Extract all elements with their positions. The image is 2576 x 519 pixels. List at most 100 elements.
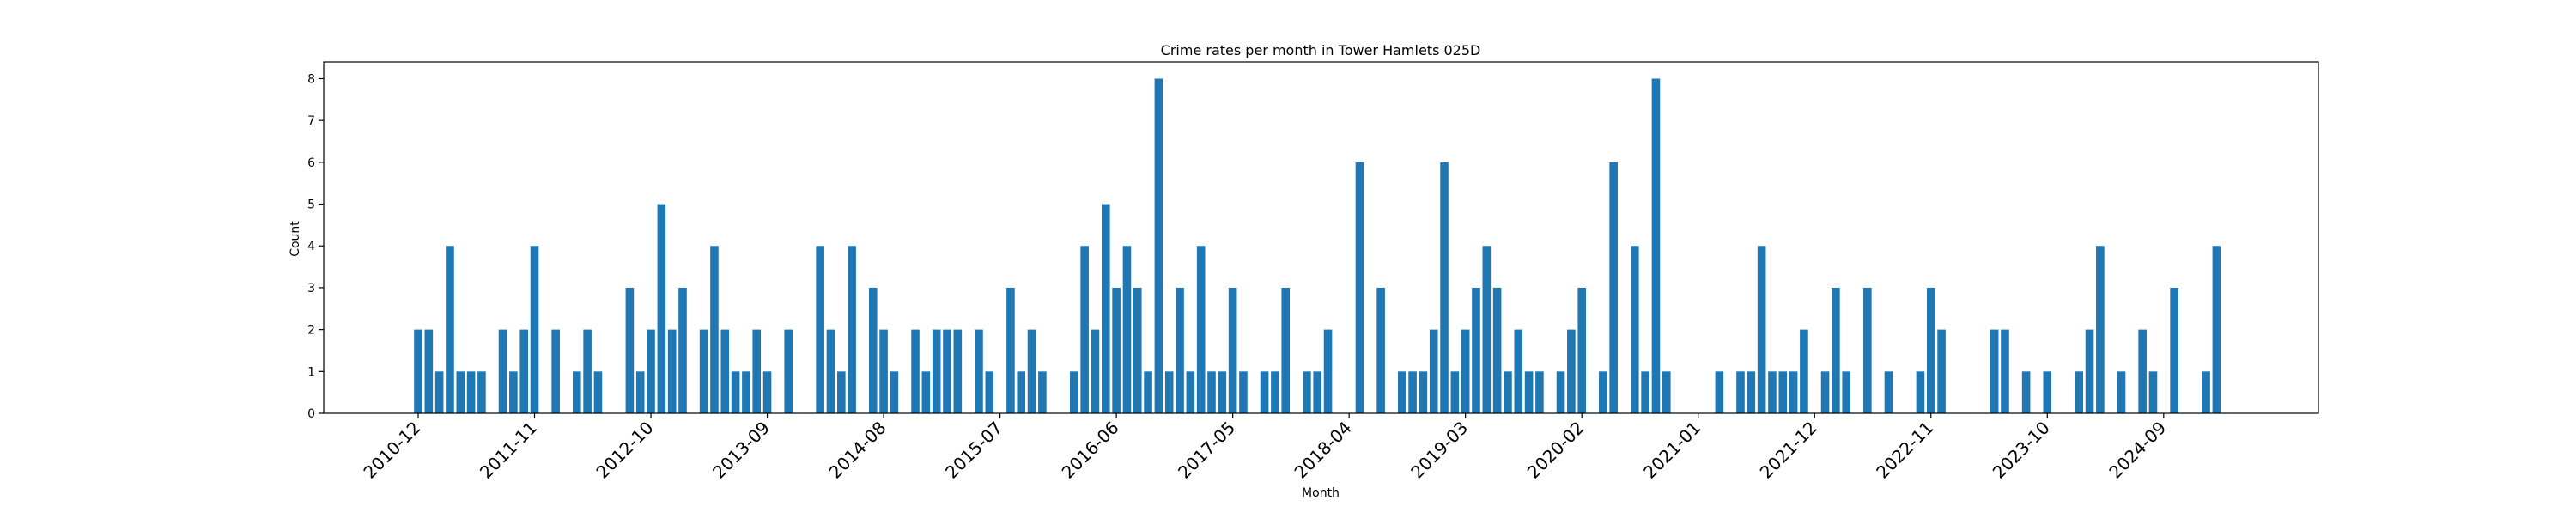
bar-2015-01 bbox=[932, 329, 941, 413]
bar-2020-09 bbox=[1651, 78, 1661, 413]
bar-2025-01 bbox=[2202, 371, 2210, 413]
bar-2022-10 bbox=[1916, 371, 1925, 413]
bar-2014-12 bbox=[921, 371, 931, 413]
bar-2017-02 bbox=[1196, 246, 1206, 413]
bar-2011-08 bbox=[498, 329, 507, 413]
bar-2019-07 bbox=[1504, 371, 1512, 413]
bar-2011-03 bbox=[446, 246, 454, 413]
bar-2020-04 bbox=[1599, 371, 1607, 413]
bar-2011-10 bbox=[519, 329, 528, 413]
bar-2014-07 bbox=[868, 287, 878, 413]
x-tick-label: 2010-12 bbox=[359, 418, 424, 483]
y-tick-label: 3 bbox=[307, 282, 315, 296]
bar-2013-07 bbox=[742, 371, 750, 413]
bar-2010-12 bbox=[414, 329, 422, 413]
bar-2019-08 bbox=[1514, 329, 1523, 413]
bar-2019-12 bbox=[1556, 371, 1565, 413]
bar-2017-04 bbox=[1218, 371, 1227, 413]
x-tick-label: 2015-07 bbox=[941, 418, 1006, 483]
bar-2019-01 bbox=[1440, 162, 1449, 414]
bar-2015-10 bbox=[1027, 329, 1036, 413]
bar-2023-05 bbox=[1990, 329, 1999, 413]
bar-2015-08 bbox=[1006, 287, 1015, 413]
y-tick-label: 4 bbox=[307, 240, 315, 253]
x-axis-label: Month bbox=[1302, 486, 1340, 500]
bar-2017-08 bbox=[1260, 371, 1269, 413]
bar-2021-08 bbox=[1768, 371, 1777, 413]
bar-2012-08 bbox=[625, 287, 635, 413]
bar-2015-09 bbox=[1017, 371, 1026, 413]
bar-2018-09 bbox=[1397, 371, 1406, 413]
bar-2013-09 bbox=[762, 371, 772, 413]
bar-2017-10 bbox=[1281, 287, 1291, 413]
bar-2014-11 bbox=[911, 329, 920, 413]
bar-2012-03 bbox=[573, 371, 581, 413]
bar-2011-06 bbox=[477, 371, 486, 413]
bar-2016-05 bbox=[1102, 204, 1110, 413]
bar-2021-07 bbox=[1757, 246, 1766, 413]
x-tick-label: 2011-11 bbox=[476, 418, 541, 483]
bar-2022-03 bbox=[1842, 371, 1850, 413]
bar-2019-03 bbox=[1461, 329, 1470, 413]
bar-2024-02 bbox=[2085, 329, 2094, 413]
y-tick-label: 1 bbox=[307, 365, 315, 379]
y-tick-label: 6 bbox=[307, 156, 315, 170]
bar-2020-02 bbox=[1577, 287, 1586, 413]
bar-2024-05 bbox=[2117, 371, 2126, 413]
x-tick-label: 2013-09 bbox=[708, 418, 774, 483]
bar-2018-02 bbox=[1323, 329, 1333, 413]
bar-2024-07 bbox=[2138, 329, 2147, 413]
bar-2018-05 bbox=[1355, 162, 1364, 414]
bar-2024-10 bbox=[2170, 287, 2178, 413]
x-tick-label: 2020-02 bbox=[1523, 418, 1589, 483]
bar-2024-08 bbox=[2148, 371, 2158, 413]
y-tick-label: 5 bbox=[307, 198, 315, 212]
x-tick-label: 2024-09 bbox=[2105, 418, 2170, 483]
bar-2021-06 bbox=[1747, 371, 1756, 413]
bar-2023-06 bbox=[2001, 329, 2009, 413]
bar-2013-11 bbox=[784, 329, 793, 413]
bar-2019-10 bbox=[1535, 371, 1544, 413]
bar-2022-11 bbox=[1926, 287, 1935, 413]
bar-2013-03 bbox=[699, 329, 708, 413]
bar-2018-07 bbox=[1376, 287, 1385, 413]
bar-2012-12 bbox=[667, 329, 677, 413]
x-tick-label: 2019-03 bbox=[1406, 418, 1472, 483]
bar-2015-03 bbox=[953, 329, 963, 413]
bar-2016-04 bbox=[1091, 329, 1100, 413]
bar-2019-04 bbox=[1472, 287, 1480, 413]
bar-2023-10 bbox=[2043, 371, 2052, 413]
bar-2014-03 bbox=[826, 329, 835, 413]
bar-2020-08 bbox=[1641, 371, 1649, 413]
bar-2012-10 bbox=[647, 329, 655, 413]
bar-2016-02 bbox=[1070, 371, 1078, 413]
bar-2014-09 bbox=[890, 371, 899, 413]
x-tick-label: 2018-04 bbox=[1291, 418, 1356, 483]
x-tick-label: 2016-06 bbox=[1058, 418, 1123, 483]
bar-2015-05 bbox=[975, 329, 983, 413]
bar-2020-01 bbox=[1567, 329, 1576, 413]
bar-2016-12 bbox=[1176, 287, 1184, 413]
bar-2011-09 bbox=[509, 371, 518, 413]
y-tick-label: 2 bbox=[307, 324, 315, 338]
bar-2021-03 bbox=[1715, 371, 1724, 413]
bar-2019-02 bbox=[1450, 371, 1460, 413]
bar-2018-01 bbox=[1313, 371, 1321, 413]
bar-2022-12 bbox=[1937, 329, 1946, 413]
bar-2017-06 bbox=[1239, 371, 1248, 413]
x-tick-label: 2017-05 bbox=[1174, 418, 1239, 483]
bar-2022-02 bbox=[1832, 287, 1840, 413]
bar-2012-05 bbox=[593, 371, 603, 413]
bar-2021-11 bbox=[1800, 329, 1808, 413]
x-tick-label: 2022-11 bbox=[1872, 418, 1937, 483]
bar-2020-05 bbox=[1609, 162, 1618, 414]
bar-2024-03 bbox=[2096, 246, 2105, 413]
plot-frame bbox=[323, 61, 2319, 414]
bar-2021-05 bbox=[1736, 371, 1745, 413]
bar-2011-04 bbox=[456, 371, 465, 413]
bar-2012-11 bbox=[657, 204, 666, 413]
bar-2016-03 bbox=[1080, 246, 1089, 413]
bar-2015-02 bbox=[943, 329, 951, 413]
chart-title: Crime rates per month in Tower Hamlets 0… bbox=[1161, 42, 1481, 58]
